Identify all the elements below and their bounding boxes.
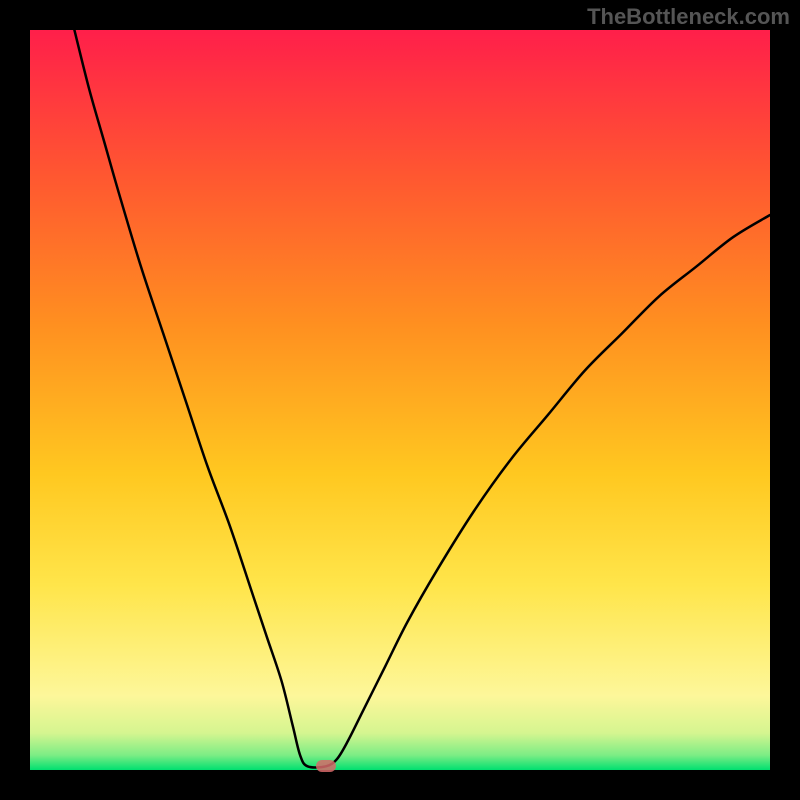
chart-container: TheBottleneck.com bbox=[0, 0, 800, 800]
optimal-point-marker bbox=[316, 760, 336, 772]
gradient-rect bbox=[30, 30, 770, 770]
watermark-text: TheBottleneck.com bbox=[587, 4, 790, 30]
plot-area bbox=[30, 30, 770, 770]
